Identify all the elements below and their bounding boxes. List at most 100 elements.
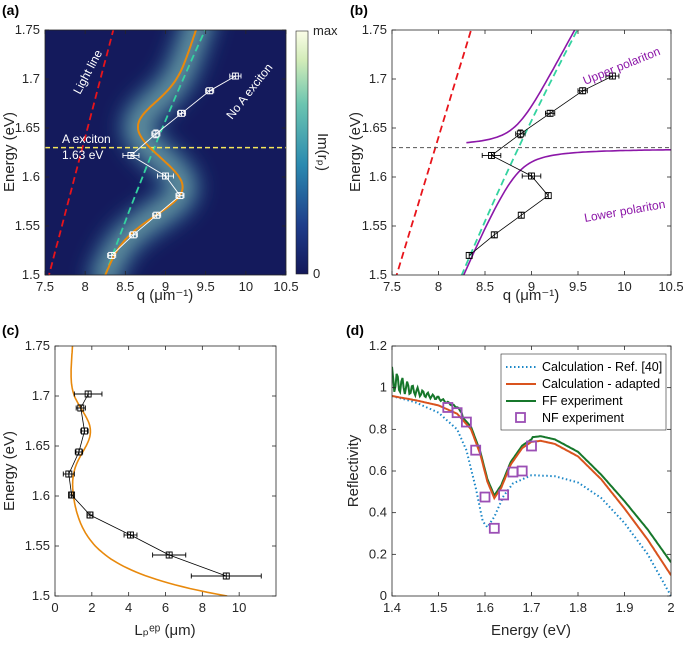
x-tick-label: 8 [435, 279, 442, 294]
data-point [127, 151, 135, 159]
panel-a-xlabel: q (μm⁻¹) [137, 287, 194, 304]
legend-swatch-nf [515, 412, 526, 423]
data-point [86, 511, 94, 519]
data-point [528, 172, 535, 180]
x-tick-label: 8 [199, 600, 206, 615]
y-tick-label: 1.7 [22, 71, 40, 86]
x-tick-label: 10 [232, 600, 246, 615]
x-tick-label: 10 [617, 279, 631, 294]
ff-experiment-curve [392, 366, 671, 563]
panel-c-ylabel: Energy (eV) [1, 431, 18, 511]
y-tick-label: 1.75 [15, 22, 40, 37]
upper-polariton-label: Upper polariton [581, 44, 662, 88]
y-tick-label: 1.6 [32, 488, 50, 503]
calc-ref-curve [392, 395, 671, 596]
data-point [231, 72, 239, 80]
y-tick-label: 0.4 [369, 505, 387, 520]
x-tick-label: 8.5 [476, 279, 494, 294]
y-tick-label: 1.5 [22, 267, 40, 282]
x-tick-label: 10.5 [658, 279, 683, 294]
y-tick-label: 1.75 [25, 338, 50, 353]
data-point [206, 87, 214, 95]
x-tick-label: 10 [239, 279, 253, 294]
data-connect-line [468, 75, 613, 256]
x-tick-label: 7.5 [36, 279, 54, 294]
panel-c-frame [54, 345, 277, 597]
data-point [176, 192, 184, 200]
panel-c-xlabel: Lₚᵉᵖ (μm) [134, 622, 195, 639]
data-point [222, 572, 230, 580]
y-tick-label: 1.55 [25, 538, 50, 553]
y-tick-label: 1.5 [32, 588, 50, 603]
data-point [579, 87, 587, 95]
x-tick-label: 9 [528, 279, 535, 294]
y-tick-label: 1.7 [369, 71, 387, 86]
y-tick-label: 1.65 [25, 438, 50, 453]
orange-curve [70, 346, 228, 596]
x-tick-label: 1.4 [383, 600, 401, 615]
x-tick-label: 8 [82, 279, 89, 294]
panel-b-ylabel: Energy (eV) [347, 112, 364, 192]
lower-polariton-label: Lower polariton [583, 197, 666, 225]
data-point [490, 231, 498, 239]
panel-b-xlabel: q (μm⁻¹) [503, 287, 560, 304]
data-point [68, 491, 76, 499]
legend-label-ff: FF experiment [542, 394, 623, 408]
y-tick-label: 1.55 [15, 218, 40, 233]
y-tick-label: 1 [380, 380, 387, 395]
nf-experiment-marker [451, 407, 463, 419]
colorbar-min-label: 0 [313, 266, 320, 281]
x-tick-label: 2 [667, 600, 674, 615]
legend-label-nf: NF experiment [542, 411, 624, 425]
x-tick-label: 7.5 [383, 279, 401, 294]
x-tick-label: 10.5 [273, 279, 298, 294]
y-tick-label: 1.65 [15, 120, 40, 135]
x-tick-label: 0 [51, 600, 58, 615]
x-tick-label: 1.6 [476, 600, 494, 615]
data-point [77, 404, 85, 412]
x-tick-label: 9.5 [197, 279, 215, 294]
data-point [517, 211, 525, 219]
y-tick-label: 1.55 [362, 218, 387, 233]
data-point [152, 130, 160, 138]
light-line-curve [395, 30, 473, 275]
panel-d-label: (d) [346, 322, 364, 338]
data-point [178, 109, 186, 117]
exciton-label-line1: A exciton [62, 132, 111, 146]
x-tick-label: 6 [162, 600, 169, 615]
x-tick-label: 1.9 [615, 600, 633, 615]
data-point [546, 109, 554, 117]
nf-experiment-marker [526, 440, 537, 452]
data-point [153, 211, 161, 219]
data-point [465, 251, 473, 259]
data-connect-line [111, 75, 236, 256]
panel-c-label: (c) [2, 322, 19, 338]
y-tick-label: 0.2 [369, 546, 387, 561]
nf-experiment-marker [488, 522, 500, 534]
y-tick-label: 0.6 [369, 463, 387, 478]
light-line-curve [48, 30, 115, 275]
data-point [516, 130, 524, 138]
data-point [162, 172, 169, 180]
nf-experiment-marker [470, 444, 482, 456]
x-tick-label: 2 [88, 600, 95, 615]
nf-experiment-marker [479, 491, 491, 503]
x-tick-label: 1.5 [429, 600, 447, 615]
y-tick-label: 0.8 [369, 421, 387, 436]
panel-c-propagation: 0 2 4 6 8 10 1.5 1.55 1.6 1.65 1.7 1.75 Lₚᵉᵖ (μm) E… [1, 338, 277, 639]
orange-curve [104, 30, 198, 275]
data-point [608, 72, 616, 80]
y-tick-label: 1.6 [22, 169, 40, 184]
data-point [84, 390, 92, 398]
legend-label-adapted: Calculation - adapted [542, 377, 660, 391]
data-point [544, 192, 552, 200]
data-point [65, 470, 73, 478]
colorbar [295, 30, 309, 275]
data-point [108, 251, 116, 259]
data-point [81, 427, 88, 435]
data-point [127, 531, 134, 539]
nf-experiment-marker [516, 465, 528, 477]
y-tick-label: 0 [380, 588, 387, 603]
panel-a-heatmap: 7.5 8 8.5 9 9.5 10 10.5 1.5 1.55 1.6 1.65 1.7 1.75 q… [1, 22, 338, 304]
